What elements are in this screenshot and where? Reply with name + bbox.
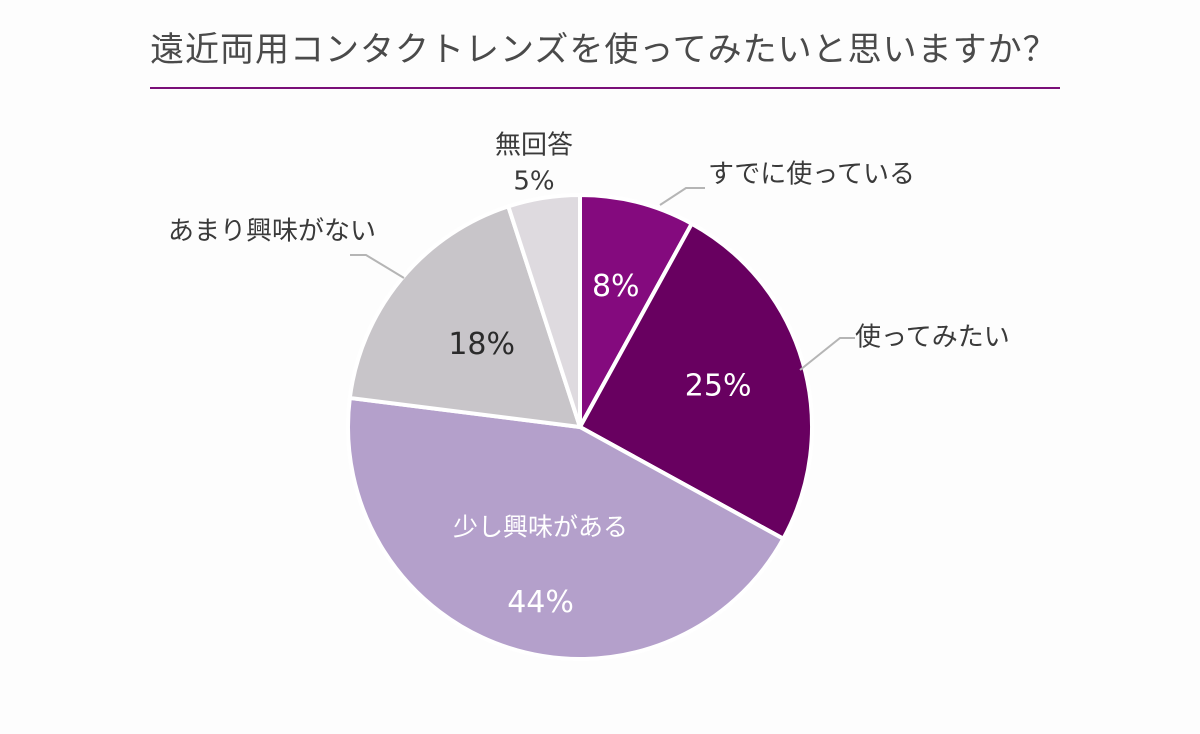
pie-slice-3: [346, 395, 786, 661]
category-label-1: すでに使っている: [708, 160, 915, 190]
category-label-3: 少し興味がある: [453, 512, 628, 541]
category-label-4: あまり興味がない: [168, 217, 376, 247]
leader-lines: [350, 187, 855, 371]
pct-label-5: 5%: [513, 167, 554, 197]
category-label-5: 無回答: [495, 131, 573, 161]
pie-slice-4: [347, 204, 582, 429]
slice-labels: 8% すでに使っている 25% 使ってみたい 44% 少し興味がある 18% あまり興味がない…: [168, 131, 1010, 620]
leader-line-4: [350, 254, 405, 279]
title-underline: [150, 87, 1060, 89]
pct-label-4: 18%: [448, 327, 515, 362]
leader-line-1: [659, 187, 705, 206]
pie-slices: [346, 193, 814, 661]
leader-line-2: [799, 337, 855, 371]
pie-slice-2: [578, 221, 814, 541]
category-label-2: 使ってみたい: [855, 323, 1010, 353]
pie-slice-5: [506, 193, 582, 429]
pct-label-2: 25%: [685, 368, 752, 403]
chart-title: 遠近両用コンタクトレンズを使ってみたいと思いますか？: [150, 30, 1058, 70]
pct-label-1: 8%: [592, 269, 640, 304]
pie-slice-1: [578, 193, 694, 429]
pct-label-3: 44%: [507, 585, 574, 620]
